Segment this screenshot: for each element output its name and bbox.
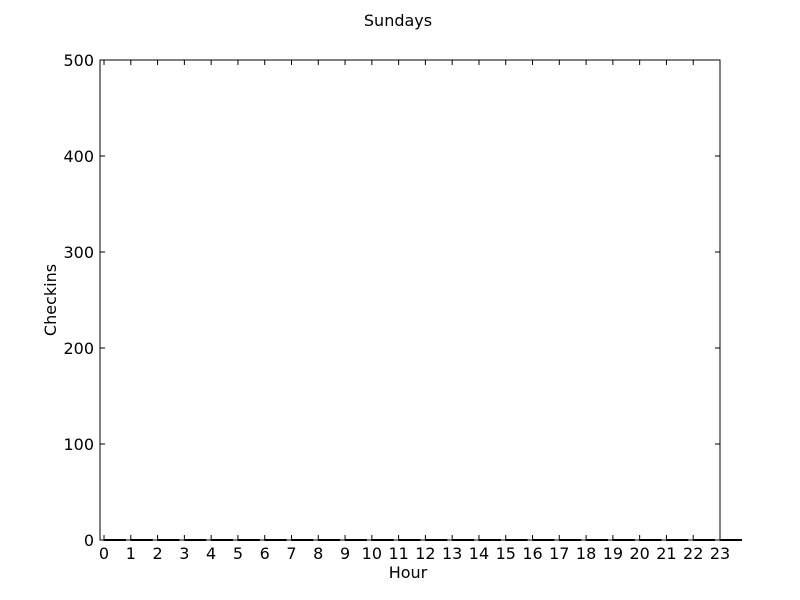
x-tick-label: 4 xyxy=(206,544,216,563)
y-tick-label: 200 xyxy=(63,339,94,358)
x-tick-label: 15 xyxy=(496,544,516,563)
x-tick-label: 17 xyxy=(549,544,569,563)
x-tick-label: 20 xyxy=(629,544,649,563)
x-tick-label: 5 xyxy=(233,544,243,563)
y-tick-label: 100 xyxy=(63,435,94,454)
y-axis-label: Checkins xyxy=(41,264,60,336)
x-tick-label: 1 xyxy=(126,544,136,563)
x-tick-label: 23 xyxy=(710,544,730,563)
y-tick-label: 400 xyxy=(63,147,94,166)
y-tick-label: 500 xyxy=(63,51,94,70)
y-tick-label: 0 xyxy=(84,531,94,550)
x-tick-label: 10 xyxy=(362,544,382,563)
x-tick-label: 19 xyxy=(603,544,623,563)
x-tick-label: 3 xyxy=(179,544,189,563)
x-tick-label: 13 xyxy=(442,544,462,563)
x-tick-label: 6 xyxy=(260,544,270,563)
y-tick-label: 300 xyxy=(63,243,94,262)
x-axis-label: Hour xyxy=(389,563,428,582)
x-tick-label: 11 xyxy=(388,544,408,563)
x-tick-label: 18 xyxy=(576,544,596,563)
x-tick-label: 12 xyxy=(415,544,435,563)
x-tick-label: 2 xyxy=(152,544,162,563)
x-tick-label: 14 xyxy=(469,544,489,563)
chart-title: Sundays xyxy=(364,11,432,30)
x-axis: 0 1 2 3 4 5 6 7 8 9 10 11 12 13 14 15 16 17 18 19 20 21 22 23 xyxy=(99,60,730,563)
y-axis: 0 100 200 300 400 500 xyxy=(63,51,720,550)
x-tick-label: 0 xyxy=(99,544,109,563)
x-tick-label: 16 xyxy=(522,544,542,563)
x-tick-label: 21 xyxy=(656,544,676,563)
x-tick-label: 8 xyxy=(313,544,323,563)
bar-23 xyxy=(719,539,742,541)
x-tick-label: 7 xyxy=(286,544,296,563)
plot-frame xyxy=(99,59,721,541)
x-tick-label: 9 xyxy=(340,544,350,563)
x-tick-label: 22 xyxy=(683,544,703,563)
